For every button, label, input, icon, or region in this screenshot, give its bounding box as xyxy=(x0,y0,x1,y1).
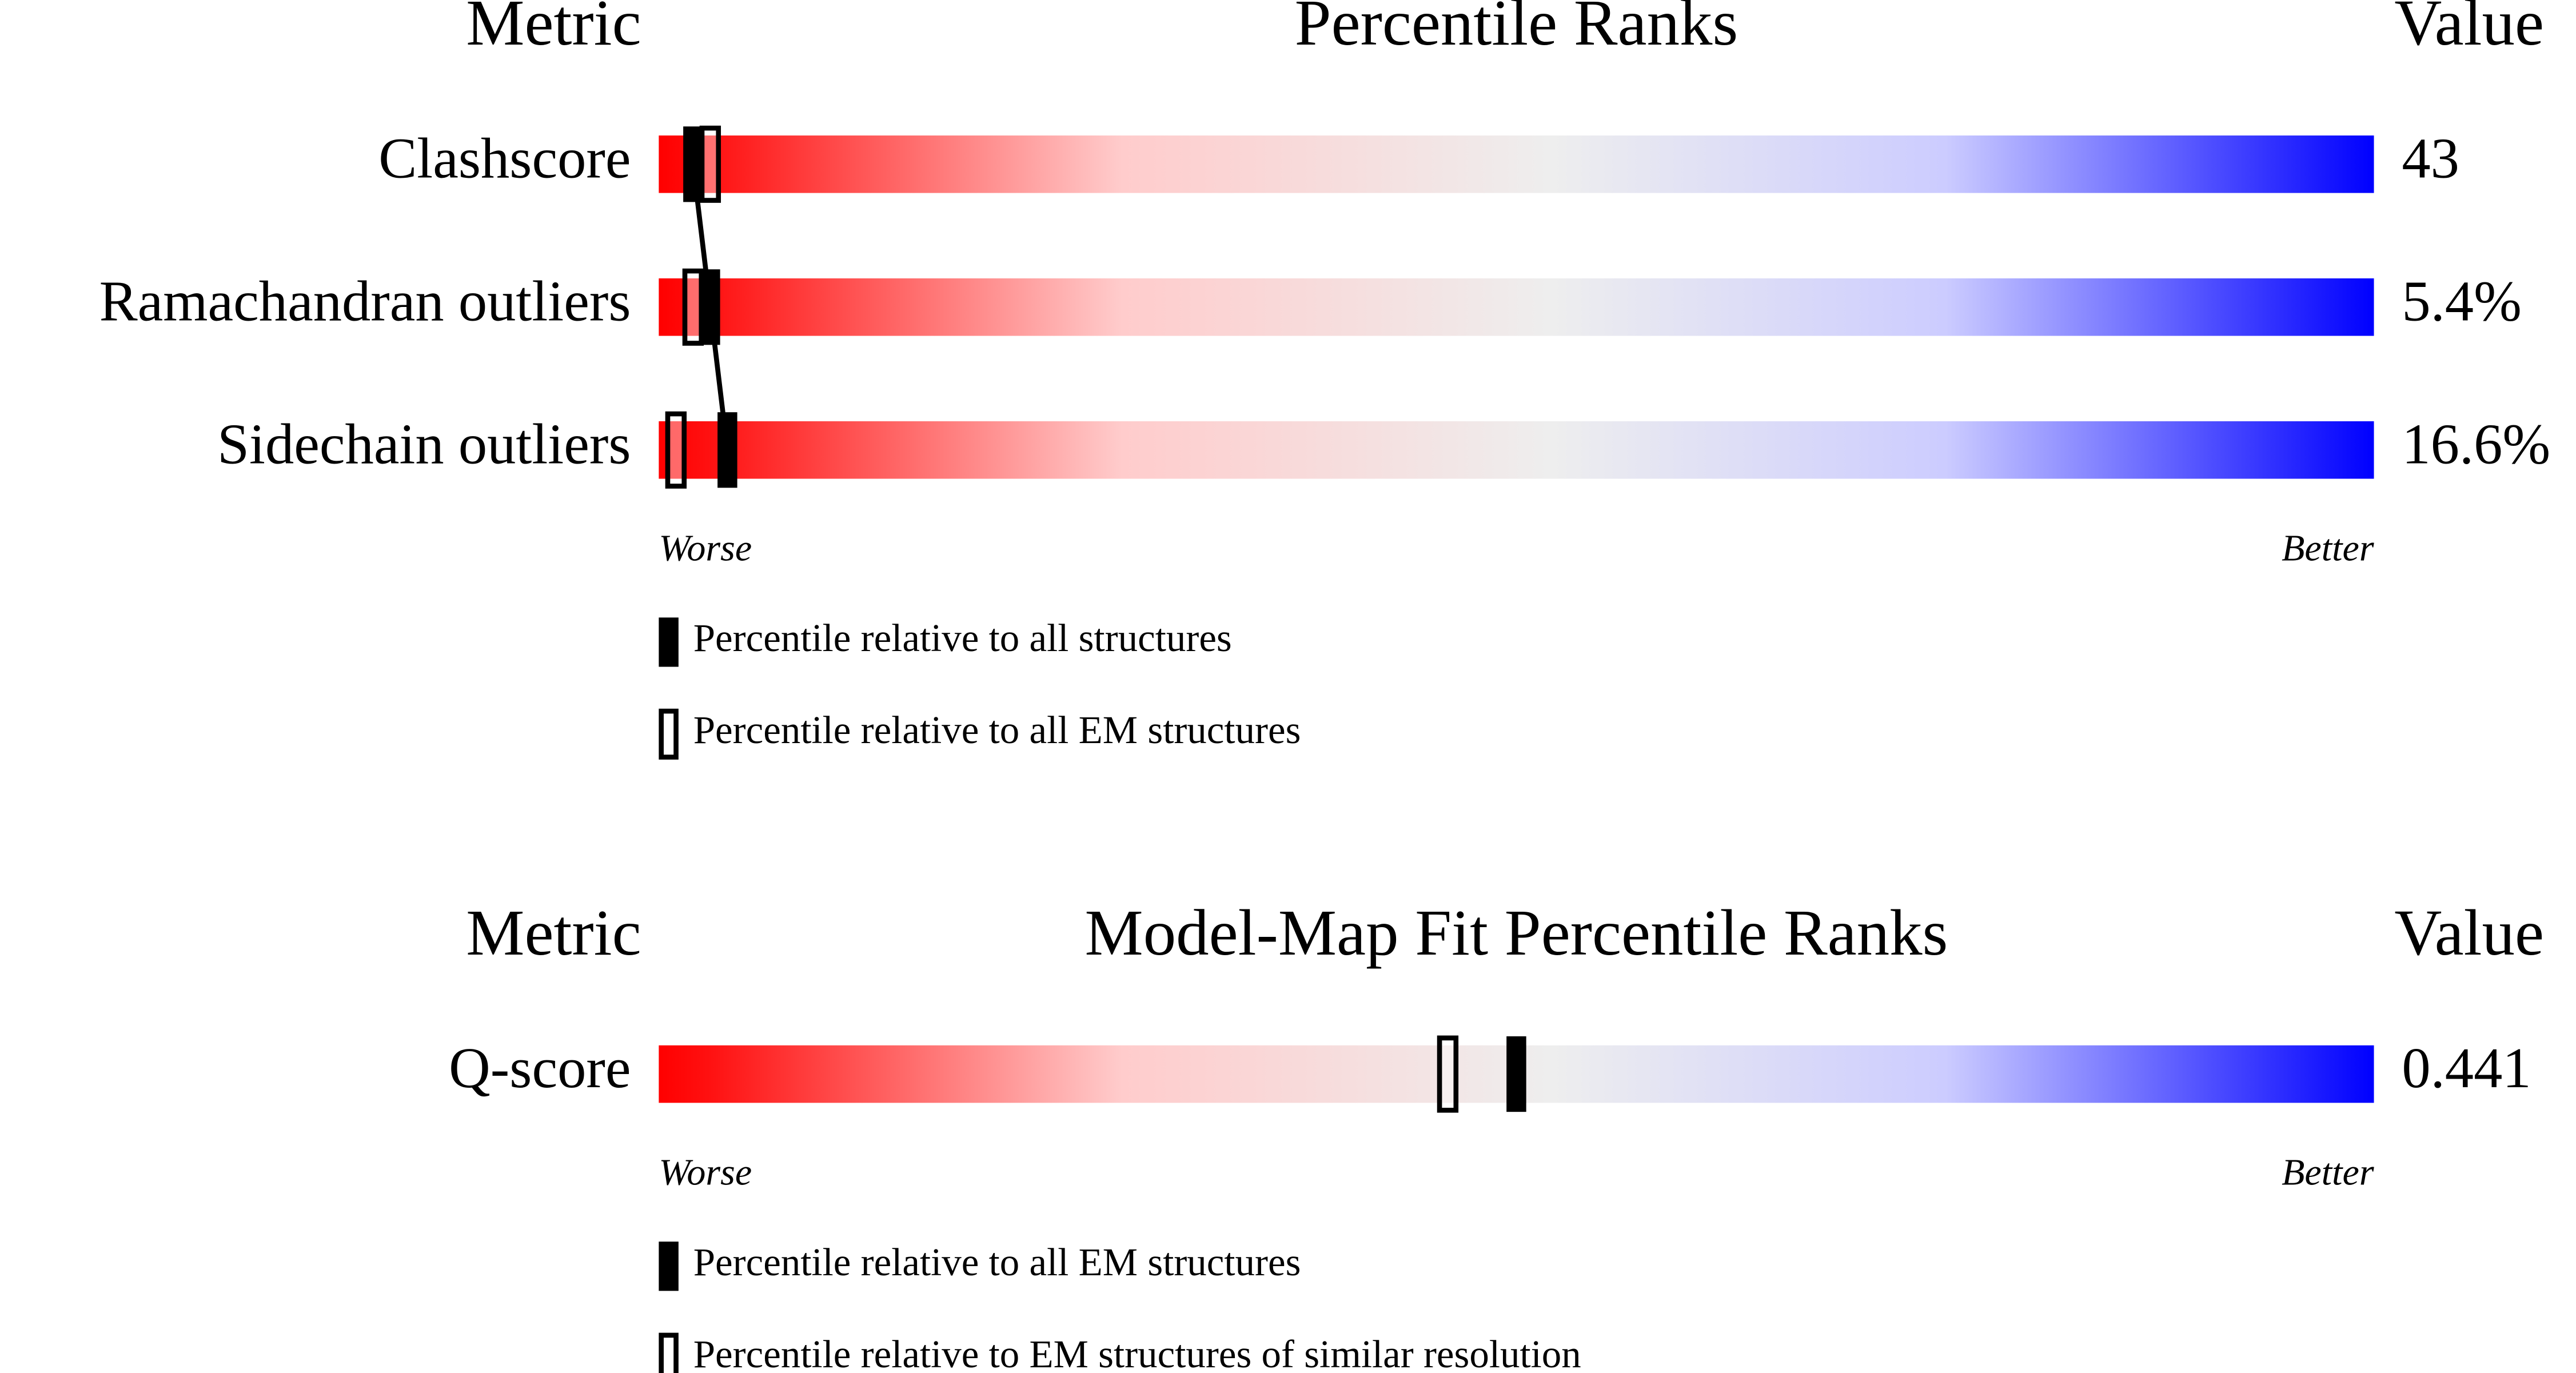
metric-name: Ramachandran outliers xyxy=(99,269,631,333)
better-label: Better xyxy=(2282,1151,2374,1193)
metric-value: 16.6% xyxy=(2402,412,2550,476)
header-metric: Metric xyxy=(466,0,641,59)
header-value: Value xyxy=(2394,0,2544,59)
metric-name: Sidechain outliers xyxy=(217,412,631,476)
percentile-bar xyxy=(659,135,2374,193)
metric-value: 5.4% xyxy=(2402,269,2522,333)
worse-label: Worse xyxy=(659,528,752,569)
header-value: Value xyxy=(2394,896,2544,969)
legend-hollow-swatch xyxy=(659,1332,679,1373)
legend-hollow-swatch xyxy=(659,708,679,760)
marker-filled xyxy=(717,412,737,488)
marker-hollow xyxy=(665,411,687,489)
percentile-bar xyxy=(659,421,2374,479)
legend-filled-text: Percentile relative to all EM structures xyxy=(693,1240,1301,1284)
header-metric: Metric xyxy=(466,896,641,969)
worse-label: Worse xyxy=(659,1151,752,1193)
percentile-bar xyxy=(659,278,2374,336)
metric-name: Clashscore xyxy=(378,126,631,190)
marker-hollow xyxy=(699,125,721,203)
header-title: Percentile Ranks xyxy=(1295,0,1738,59)
legend-filled-swatch xyxy=(659,1242,679,1291)
better-label: Better xyxy=(2282,528,2374,569)
legend-filled-swatch xyxy=(659,617,679,667)
legend-hollow-text: Percentile relative to all EM structures xyxy=(693,708,1301,752)
metric-name: Q-score xyxy=(449,1036,631,1100)
metric-value: 0.441 xyxy=(2402,1036,2531,1100)
header-title: Model-Map Fit Percentile Ranks xyxy=(1085,896,1948,969)
legend-hollow-text: Percentile relative to EM structures of … xyxy=(693,1332,1581,1373)
marker-hollow xyxy=(682,268,704,346)
marker-filled xyxy=(683,126,703,202)
metric-value: 43 xyxy=(2402,126,2459,190)
marker-hollow xyxy=(1437,1035,1459,1113)
marker-filled xyxy=(1506,1036,1526,1112)
legend-filled-text: Percentile relative to all structures xyxy=(693,616,1232,660)
marker-connector xyxy=(691,163,730,450)
